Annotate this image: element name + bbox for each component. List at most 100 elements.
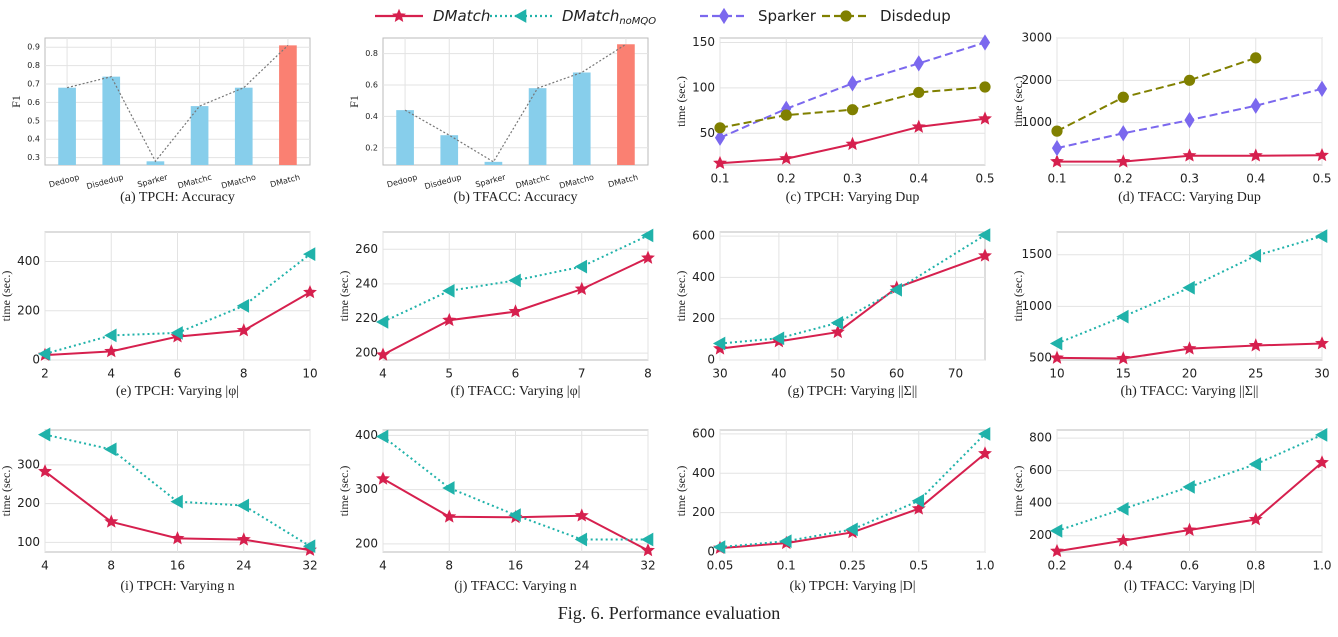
- series-marker: [1316, 80, 1328, 97]
- bar: [396, 110, 414, 165]
- series-marker: [845, 522, 858, 537]
- series-marker: [714, 129, 726, 146]
- y-axis-label: F1: [9, 95, 23, 108]
- series-marker: [375, 315, 389, 329]
- panel-caption: (d) TFACC: Varying Dup: [1118, 190, 1261, 205]
- x-tick-label: Dedoop: [48, 173, 80, 190]
- panel-caption: (e) TPCH: Varying |φ|: [116, 384, 239, 399]
- x-tick-label: 8: [240, 367, 248, 381]
- y-tick-label: 600: [692, 229, 715, 243]
- series-marker: [104, 328, 117, 343]
- panel-caption: (h) TFACC: Varying ||Σ||: [1121, 384, 1259, 399]
- y-axis-label: time (sec.): [674, 76, 688, 127]
- series-marker: [1050, 154, 1064, 168]
- y-tick-label: 0.8: [27, 61, 40, 70]
- series-marker: [977, 228, 991, 242]
- y-axis-label: F1: [347, 95, 361, 108]
- x-tick-label: 6: [512, 367, 520, 381]
- x-tick-label: 40: [771, 367, 786, 381]
- series-marker: [846, 104, 859, 116]
- panel: 1000 2000 3000 time (sec.) (d) TFACC: Varyin…: [1011, 31, 1332, 206]
- series-marker: [508, 304, 523, 318]
- y-tick-label: 240: [355, 276, 378, 290]
- panel: 0 200 400 600 time (sec.) (k) TPCH: Varying |…: [674, 426, 995, 594]
- y-tick-label: 200: [355, 346, 378, 360]
- x-tick-label: 0.4: [1114, 559, 1133, 573]
- x-tick-label: 0.1: [1047, 172, 1066, 186]
- panel: 200 300 400 time (sec.) (j) TFACC: Varying n…: [337, 428, 656, 594]
- series-marker: [170, 494, 183, 509]
- legend-label: DMatch: [433, 7, 490, 25]
- x-tick-label: DMatch: [269, 173, 301, 190]
- legend-name: DMatch: [562, 7, 619, 25]
- x-tick-label: 10: [1049, 367, 1064, 381]
- series-marker: [1051, 139, 1063, 157]
- series-marker: [574, 532, 588, 547]
- series-marker: [1248, 338, 1263, 352]
- series-marker: [640, 532, 654, 547]
- x-tick-label: 4: [107, 367, 115, 381]
- x-tick-label: Disdedup: [86, 173, 125, 191]
- y-tick-label: 400: [17, 254, 40, 268]
- panel-caption: (i) TPCH: Varying n: [120, 579, 234, 594]
- x-tick-label: 1.0: [1312, 559, 1331, 573]
- series-marker: [104, 442, 117, 457]
- x-tick-label: 6: [174, 367, 182, 381]
- series-marker: [236, 323, 251, 337]
- series-marker: [771, 331, 785, 346]
- panel-caption: (f) TFACC: Varying |φ|: [451, 384, 581, 399]
- bar: [484, 161, 503, 165]
- panel-caption: (b) TFACC: Accuracy: [454, 190, 578, 205]
- panel-caption: (j) TFACC: Varying n: [454, 579, 577, 594]
- bar: [146, 161, 165, 165]
- series-marker: [1315, 336, 1329, 350]
- series-marker: [104, 514, 119, 528]
- y-tick-label: 3000: [1021, 31, 1052, 45]
- series-marker: [302, 539, 316, 554]
- y-tick-label: 300: [17, 457, 40, 471]
- series-marker: [1315, 455, 1329, 469]
- series-line: [1056, 433, 1323, 532]
- x-tick-label: 1.0: [975, 559, 994, 573]
- figure-caption: Fig. 6. Performance evaluation: [558, 603, 780, 623]
- series-marker: [1050, 350, 1064, 364]
- series-marker: [1116, 309, 1129, 324]
- y-tick-label: 200: [17, 496, 40, 510]
- series-marker: [1248, 457, 1262, 472]
- y-tick-label: 0.7: [27, 80, 40, 89]
- series-marker: [1182, 341, 1197, 355]
- series-marker: [1182, 522, 1197, 536]
- y-tick-label: 0.3: [27, 153, 40, 162]
- series-line: [44, 433, 311, 548]
- series-marker: [713, 155, 727, 170]
- bar: [234, 87, 253, 165]
- y-tick-label: 0.6: [27, 98, 40, 107]
- x-tick-label: 8: [644, 367, 652, 381]
- series-marker: [780, 109, 792, 121]
- y-tick-label: 0: [707, 545, 715, 559]
- series-marker: [847, 75, 858, 92]
- series-marker: [508, 508, 521, 522]
- x-tick-label: 32: [640, 559, 655, 573]
- legend-label: Sparker: [758, 7, 817, 25]
- panel: 0.3 0.4 0.5 0.6 0.7 0.8 0.9 F1 (a) TPCH: Accurac…: [9, 37, 311, 205]
- x-tick-label: 4: [379, 559, 387, 573]
- series-marker: [104, 344, 119, 358]
- y-tick-label: 600: [1029, 463, 1052, 477]
- y-tick-label: 150: [692, 35, 715, 49]
- y-tick-label: 200: [355, 536, 378, 550]
- series-marker: [845, 136, 860, 151]
- y-tick-label: 0.9: [27, 43, 40, 52]
- series-marker: [978, 446, 992, 460]
- series-marker: [913, 86, 925, 99]
- y-axis-label: time (sec.): [337, 271, 351, 322]
- series-marker: [641, 250, 655, 264]
- legend-subscript: noMQO: [619, 16, 656, 27]
- series-marker: [1049, 524, 1063, 538]
- x-tick-label: 0.3: [1180, 172, 1199, 186]
- series-marker: [779, 151, 794, 165]
- series-marker: [830, 324, 845, 339]
- panel: 50 100 150 time (sec.) (c) TPCH: Varying Dup…: [674, 34, 995, 205]
- bar: [279, 45, 297, 165]
- series-marker: [375, 429, 389, 444]
